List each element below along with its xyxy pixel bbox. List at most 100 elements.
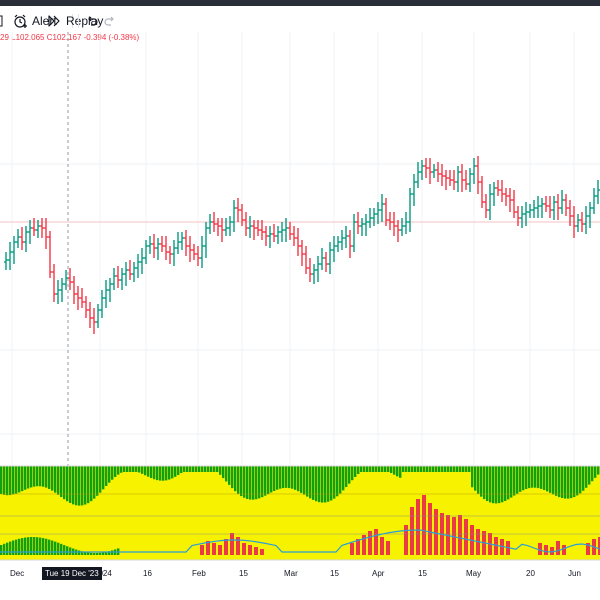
- oscillator-bar-green: [93, 466, 96, 499]
- oscillator-bar-green: [144, 466, 147, 476]
- oscillator-bar-red: [350, 543, 354, 555]
- oscillator-bar-green: [216, 466, 219, 472]
- oscillator-bar-green: [309, 466, 312, 499]
- oscillator-bar-green: [84, 466, 87, 505]
- oscillator-bar-red: [242, 543, 246, 555]
- oscillator-bar-green: [117, 466, 120, 475]
- oscillator-bar-green: [465, 466, 468, 472]
- oscillator-bar-green: [108, 551, 111, 555]
- oscillator-bar-green: [354, 466, 357, 477]
- oscillator-bar-green: [423, 466, 426, 472]
- undo-button[interactable]: [86, 12, 98, 30]
- oscillator-bar-green: [183, 466, 186, 472]
- oscillator-bar-green: [9, 541, 12, 555]
- oscillator-bar-red: [452, 517, 456, 555]
- oscillator-bar-green: [21, 538, 24, 555]
- oscillator-bar-green: [165, 466, 168, 481]
- oscillator-bar-green: [414, 466, 417, 472]
- oscillator-bar-green: [39, 466, 42, 487]
- oscillator-bar-green: [147, 466, 150, 477]
- oscillator-bar-green: [321, 466, 324, 503]
- time-axis-label: 15: [418, 569, 427, 578]
- oscillator-bar-red: [428, 503, 432, 555]
- oscillator-bar-green: [567, 466, 570, 499]
- oscillator-bar-green: [219, 466, 222, 475]
- oscillator-bar-green: [240, 466, 243, 497]
- time-axis-label: Dec: [10, 569, 25, 578]
- oscillator-bar-green: [435, 466, 438, 472]
- oscillator-bar-green: [333, 466, 336, 499]
- oscillator-bar-green: [84, 551, 87, 555]
- oscillator-bar-green: [504, 466, 507, 501]
- oscillator-bar-green: [102, 466, 105, 490]
- indicator-icon[interactable]: [0, 12, 4, 30]
- oscillator-bar-green: [249, 466, 252, 500]
- oscillator-bar-red: [544, 545, 548, 555]
- oscillator-bar-green: [102, 552, 105, 555]
- oscillator-bar-green: [342, 466, 345, 491]
- oscillator-bar-green: [576, 466, 579, 496]
- oscillator-bar-green: [447, 466, 450, 472]
- oscillator-bar-green: [378, 466, 381, 472]
- oscillator-bar-green: [156, 466, 159, 481]
- oscillator-bar-red: [464, 519, 468, 555]
- oscillator-bar-green: [159, 466, 162, 481]
- oscillator-bar-green: [207, 466, 210, 472]
- oscillator-bar-red: [422, 495, 426, 555]
- oscillator-bar-green: [153, 466, 156, 480]
- oscillator-bar-green: [402, 466, 405, 472]
- oscillator-bar-green: [60, 466, 63, 498]
- oscillator-bar-red: [248, 545, 252, 555]
- time-axis-label: 2024: [94, 569, 112, 578]
- oscillator-bar-red: [562, 545, 566, 555]
- time-axis-label: 16: [143, 569, 152, 578]
- redo-button[interactable]: [104, 12, 116, 30]
- oscillator-bar-green: [129, 466, 132, 472]
- oscillator-bar-green: [36, 537, 39, 555]
- oscillator-bar-green: [105, 551, 108, 555]
- oscillator-bar-green: [351, 466, 354, 481]
- oscillator-pane: [0, 465, 600, 561]
- oscillator-bar-green: [570, 466, 573, 499]
- oscillator-bar-green: [387, 466, 390, 472]
- oscillator-bar-green: [126, 466, 129, 472]
- oscillator-bar-red: [236, 537, 240, 555]
- oscillator-bar-green: [537, 466, 540, 489]
- oscillator-bar-green: [552, 466, 555, 495]
- oscillator-bar-green: [375, 466, 378, 472]
- oscillator-bar-green: [528, 466, 531, 489]
- oscillator-bar-green: [273, 466, 276, 491]
- oscillator-bar-green: [444, 466, 447, 472]
- oscillator-bar-green: [393, 466, 396, 475]
- oscillator-bar-green: [441, 466, 444, 472]
- oscillator-bar-green: [0, 466, 3, 494]
- oscillator-bar-green: [360, 466, 363, 472]
- oscillator-bar-green: [96, 552, 99, 555]
- oscillator-bar-green: [585, 466, 588, 488]
- oscillator-bar-green: [225, 466, 228, 482]
- time-axis-label: Jun: [568, 569, 581, 578]
- oscillator-bar-green: [327, 466, 330, 502]
- oscillator-bar-green: [345, 466, 348, 488]
- oscillator-bar-green: [111, 466, 114, 480]
- oscillator-bar-green: [51, 540, 54, 555]
- oscillator-bar-green: [390, 466, 393, 473]
- oscillator-bar-green: [81, 551, 84, 555]
- oscillator-bar-green: [363, 466, 366, 472]
- oscillator-bar-green: [432, 466, 435, 472]
- oscillator-bar-green: [72, 466, 75, 505]
- oscillator-bar-red: [556, 541, 560, 555]
- price-chart[interactable]: [0, 32, 600, 592]
- oscillator-bar-green: [96, 466, 99, 496]
- oscillator-bar-green: [348, 466, 351, 484]
- oscillator-bar-green: [264, 466, 267, 496]
- oscillator-bar-green: [33, 537, 36, 555]
- time-axis-label: 15: [239, 569, 248, 578]
- oscillator-bar-green: [594, 466, 597, 478]
- oscillator-bar-green: [42, 466, 45, 487]
- oscillator-bar-green: [18, 538, 21, 555]
- oscillator-bar-green: [57, 542, 60, 555]
- oscillator-bar-green: [330, 466, 333, 501]
- oscillator-bar-red: [218, 545, 222, 555]
- oscillator-bar-green: [204, 466, 207, 472]
